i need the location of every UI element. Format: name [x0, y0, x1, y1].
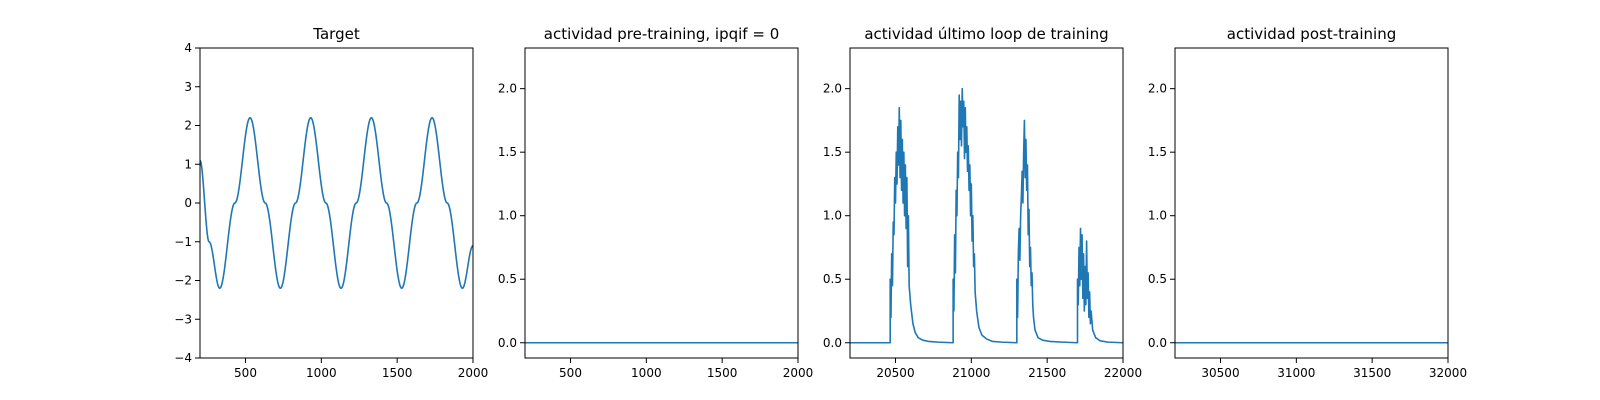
panel-3: 20500 21000 21500 22000 0.0 0.5 1.0 1.5 2.0 activ…: [823, 25, 1142, 380]
y-tick-label: 2: [184, 119, 192, 133]
y-tick-label: 1.0: [823, 209, 842, 223]
y-tick-label: 0.5: [823, 272, 842, 286]
y-tick-label: 1.5: [498, 145, 517, 159]
y-tick-label: 1.5: [1148, 145, 1167, 159]
x-tick-label: 21500: [1028, 366, 1066, 380]
y-tick-label: 0.5: [1148, 272, 1167, 286]
x-tick-label: 1500: [707, 366, 738, 380]
y-tick-label: 2.0: [1148, 82, 1167, 96]
x-tick-label: 2000: [783, 366, 814, 380]
y-tick-label: 3: [184, 80, 192, 94]
series-line-1: [200, 116, 473, 290]
y-tick-label: 0.0: [498, 336, 517, 350]
axes-frame: [1174, 47, 1449, 359]
y-tick-label: 2.0: [498, 82, 517, 96]
y-tick-label: 1.0: [1148, 209, 1167, 223]
x-tick-label: 1000: [631, 366, 662, 380]
x-tick-label: 32000: [1429, 366, 1467, 380]
panel-title: actividad post-training: [1227, 25, 1396, 43]
x-tick-label: 500: [559, 366, 582, 380]
x-tick-label: 1500: [382, 366, 413, 380]
y-tick-label: 0.5: [498, 272, 517, 286]
y-tick-label: 4: [184, 41, 192, 55]
y-tick-label: −1: [174, 235, 192, 249]
x-tick-label: 22000: [1104, 366, 1142, 380]
y-tick-label: 0.0: [1148, 336, 1167, 350]
y-tick-label: 0.0: [823, 336, 842, 350]
panel-4: 30500 31000 31500 32000 0.0 0.5 1.0 1.5 2.0 activ…: [1148, 25, 1467, 380]
x-tick-label: 21000: [952, 366, 990, 380]
x-tick-label: 20500: [876, 366, 914, 380]
y-tick-label: −4: [174, 351, 192, 365]
y-tick-label: 1: [184, 157, 192, 171]
panel-title: Target: [312, 25, 360, 43]
axes-frame: [849, 47, 1124, 359]
x-tick-label: 2000: [458, 366, 489, 380]
x-tick-label: 500: [234, 366, 257, 380]
y-tick-label: 0: [184, 196, 192, 210]
y-tick-label: 1.5: [823, 145, 842, 159]
panel-2: 500 1000 1500 2000 0.0 0.5 1.0 1.5 2.0 actividad …: [498, 25, 813, 380]
series-line-1: [850, 87, 1123, 344]
x-tick-label: 30500: [1201, 366, 1239, 380]
panel-1: 500 1000 1500 2000 −4 −3 −2 −1 0 1 2 3 4 Target: [174, 25, 488, 380]
y-tick-label: −3: [174, 312, 192, 326]
panel-title: actividad último loop de training: [864, 25, 1108, 43]
axes-frame: [524, 47, 799, 359]
panel-title: actividad pre-training, ipqif = 0: [544, 25, 780, 43]
x-tick-label: 31000: [1277, 366, 1315, 380]
x-tick-label: 31500: [1353, 366, 1391, 380]
x-tick-label: 1000: [306, 366, 337, 380]
y-tick-label: 1.0: [498, 209, 517, 223]
y-tick-label: 2.0: [823, 82, 842, 96]
y-tick-label: −2: [174, 274, 192, 288]
